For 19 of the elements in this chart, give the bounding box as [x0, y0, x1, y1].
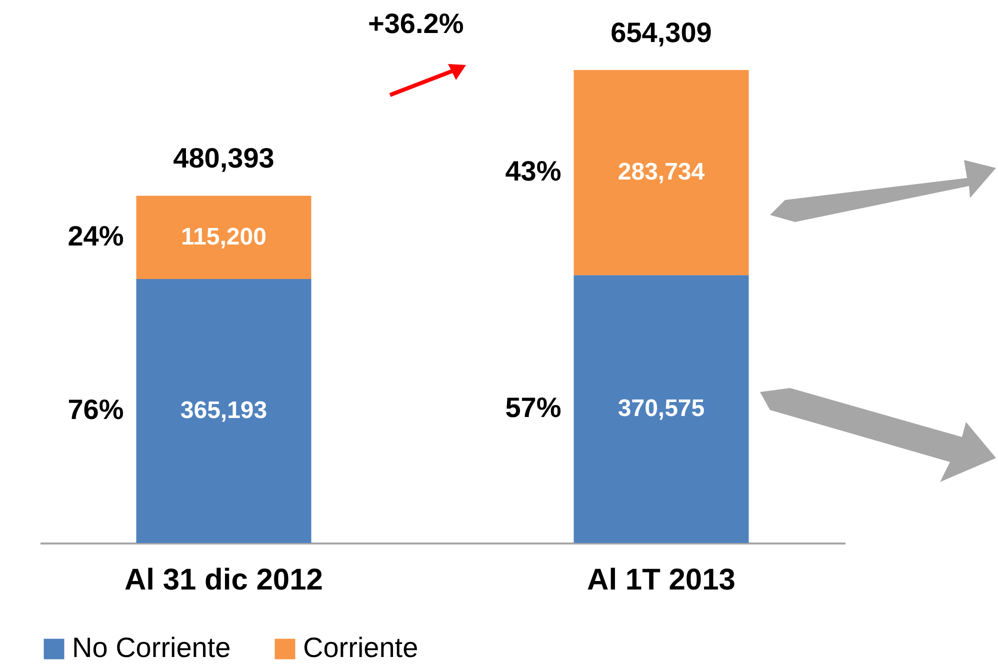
- annotation: 76%: [68, 394, 124, 425]
- annotation: 24%: [68, 220, 124, 252]
- total-label: 654,309: [610, 17, 712, 48]
- x-tick-label: Al 31 dic 2012: [124, 564, 323, 596]
- bar: [136, 196, 312, 279]
- legend-label: Corriente: [303, 632, 418, 663]
- data-label: 283,734: [618, 158, 706, 186]
- annotation: 43%: [505, 156, 562, 187]
- data-label: 365,193: [180, 397, 268, 424]
- data-label: 115,200: [181, 223, 266, 250]
- data-label: 370,575: [618, 395, 705, 422]
- total-label: 480,393: [173, 142, 274, 174]
- text: +36.2%: [368, 8, 464, 40]
- bar: [574, 275, 749, 543]
- bar: [136, 279, 312, 543]
- annotation: 57%: [505, 392, 562, 424]
- bar: [574, 70, 749, 276]
- legend-label: No Corriente: [72, 632, 231, 663]
- x-tick-label: Al 1T 2013: [587, 564, 736, 596]
